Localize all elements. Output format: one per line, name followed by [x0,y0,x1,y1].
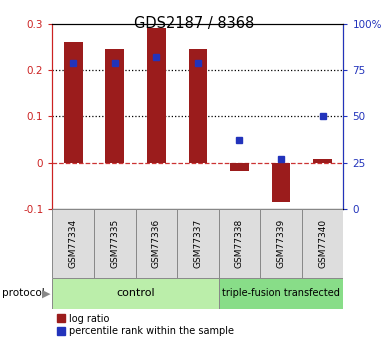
FancyBboxPatch shape [94,209,135,278]
Text: control: control [116,288,155,298]
Text: GSM77336: GSM77336 [152,219,161,268]
FancyBboxPatch shape [177,209,219,278]
FancyBboxPatch shape [260,209,302,278]
Legend: log ratio, percentile rank within the sample: log ratio, percentile rank within the sa… [57,314,234,336]
FancyBboxPatch shape [52,209,94,278]
Bar [64,42,83,162]
FancyBboxPatch shape [219,278,343,309]
Text: GSM77334: GSM77334 [69,219,78,268]
Bar [106,49,124,162]
FancyBboxPatch shape [52,278,219,309]
Bar [230,162,249,171]
Bar [189,49,207,162]
FancyBboxPatch shape [135,209,177,278]
Text: GSM77337: GSM77337 [193,219,203,268]
Text: ▶: ▶ [42,288,50,298]
Text: GSM77339: GSM77339 [277,219,286,268]
Bar [147,28,166,162]
Text: GSM77340: GSM77340 [318,219,327,268]
Text: GSM77338: GSM77338 [235,219,244,268]
Text: triple-fusion transfected: triple-fusion transfected [222,288,340,298]
FancyBboxPatch shape [219,209,260,278]
FancyBboxPatch shape [302,209,343,278]
Text: protocol: protocol [2,288,45,298]
Bar [272,162,290,202]
Text: GDS2187 / 8368: GDS2187 / 8368 [134,16,254,30]
Bar [313,159,332,162]
Text: GSM77335: GSM77335 [110,219,119,268]
